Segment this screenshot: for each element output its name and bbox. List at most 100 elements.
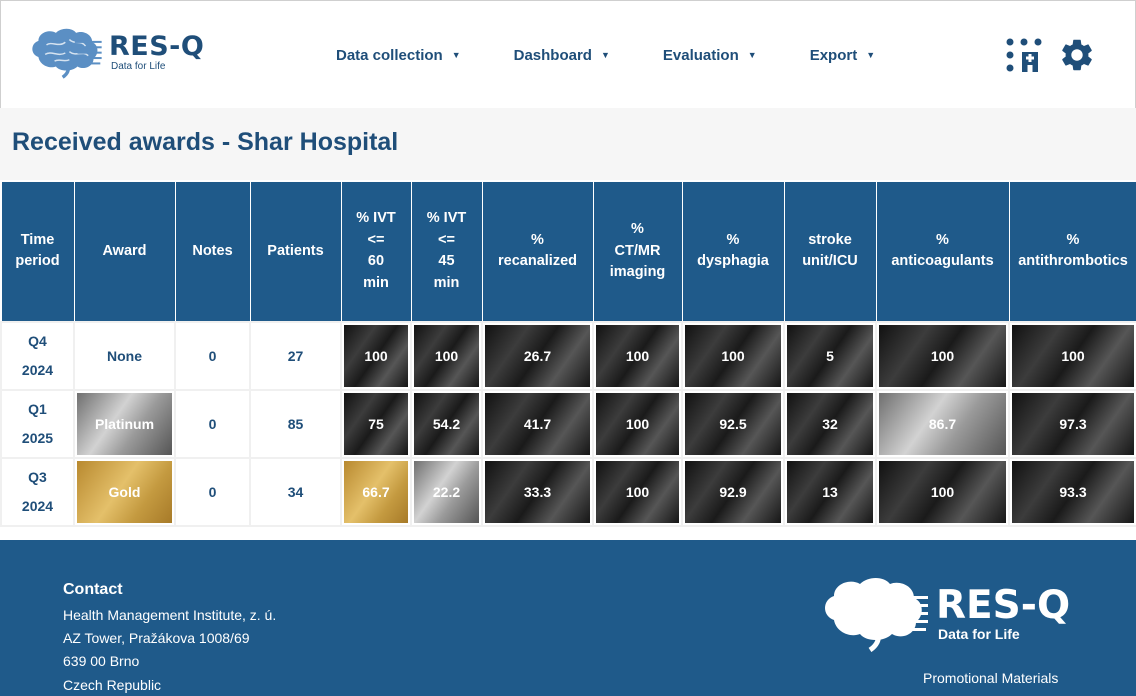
footer-resq-logo[interactable]: RES-Q Data for Life [820, 574, 1080, 654]
metric-value: 97.3 [1012, 392, 1134, 455]
metric-value: 100 [685, 324, 781, 387]
promotional-materials-link[interactable]: Promotional Materials [923, 670, 1059, 686]
cell-time-period: Q3 2024 [0, 456, 75, 527]
contact-line: Health Management Institute, z. ú. [63, 607, 277, 623]
cell-ivt-60: 66.7 [340, 456, 412, 527]
table-row: Q3 2024 Gold 0 34 66.7 22.2 33.3 100 92.9 13 100 93.… [0, 456, 1136, 527]
col-header-ct-mr-imaging[interactable]: % CT/MR imaging [592, 181, 683, 322]
metric-value: 100 [414, 324, 479, 387]
brain-logo-icon [820, 576, 930, 652]
caret-down-icon: ▼ [451, 50, 461, 60]
table-row: Q4 2024 None 0 27 100 100 26.7 100 100 5 100 100 [0, 320, 1136, 391]
col-header-dysphagia[interactable]: % dysphagia [681, 181, 785, 322]
award-badge: Gold [77, 460, 172, 523]
cell-anticoagulants: 86.7 [875, 388, 1010, 459]
col-header-ivt-45[interactable]: % IVT <= 45 min [410, 181, 483, 322]
cell-recanalized: 26.7 [481, 320, 594, 391]
cell-ct-mr-imaging: 100 [592, 320, 683, 391]
cell-stroke-unit: 13 [783, 456, 877, 527]
cell-award: Platinum [73, 388, 176, 459]
gear-icon[interactable] [1058, 36, 1096, 74]
metric-value: 100 [879, 324, 1006, 387]
cell-antithrombotics: 97.3 [1008, 388, 1136, 459]
cell-award: Gold [73, 456, 176, 527]
col-header-antithrombotics[interactable]: % antithrombotics [1008, 181, 1136, 322]
caret-down-icon: ▼ [747, 50, 757, 60]
col-header-recanalized[interactable]: % recanalized [481, 181, 594, 322]
cell-time-period: Q1 2025 [0, 388, 75, 459]
cell-notes: 0 [174, 388, 251, 459]
nav-dashboard[interactable]: Dashboard ▼ [514, 45, 610, 65]
caret-down-icon: ▼ [866, 50, 876, 60]
metric-value: 54.2 [414, 392, 479, 455]
contact-title: Contact [63, 581, 123, 598]
metric-value: 100 [596, 324, 679, 387]
brand-tagline: Data for Life [938, 626, 1020, 642]
top-header: RES-Q Data for Life Data collection ▼ Da… [0, 0, 1136, 108]
metric-value: 32 [787, 392, 873, 455]
title-band [0, 108, 1136, 180]
cell-notes: 0 [174, 320, 251, 391]
contact-line: AZ Tower, Pražákova 1008/69 [63, 630, 250, 646]
cell-ivt-60: 100 [340, 320, 412, 391]
nav-evaluation[interactable]: Evaluation ▼ [663, 45, 757, 65]
nav-label: Evaluation [662, 46, 739, 64]
col-header-time-period[interactable]: Time period [0, 181, 75, 322]
col-header-ivt-60[interactable]: % IVT <= 60 min [340, 181, 412, 322]
hospital-apps-icon[interactable] [1005, 37, 1043, 73]
table-header-row: Time period Award Notes Patients % IVT <= 6… [0, 181, 1136, 322]
metric-value: 100 [879, 460, 1006, 523]
cell-anticoagulants: 100 [875, 456, 1010, 527]
col-header-award[interactable]: Award [73, 181, 176, 322]
award-badge: None [107, 347, 142, 364]
metric-value: 100 [596, 460, 679, 523]
col-header-anticoagulants[interactable]: % anticoagulants [875, 181, 1010, 322]
col-header-notes[interactable]: Notes [174, 181, 251, 322]
cell-dysphagia: 100 [681, 320, 785, 391]
cell-notes: 0 [174, 456, 251, 527]
cell-ct-mr-imaging: 100 [592, 456, 683, 527]
col-header-stroke-unit[interactable]: stroke unit/ICU [783, 181, 877, 322]
metric-value: 92.5 [685, 392, 781, 455]
resq-logo[interactable]: RES-Q Data for Life [29, 25, 209, 81]
cell-antithrombotics: 93.3 [1008, 456, 1136, 527]
metric-value: 100 [596, 392, 679, 455]
brand-name: RES-Q [109, 31, 205, 62]
cell-recanalized: 33.3 [481, 456, 594, 527]
cell-dysphagia: 92.5 [681, 388, 785, 459]
cell-time-period: Q4 2024 [0, 320, 75, 391]
page-title: Received awards - Shar Hospital [12, 128, 399, 156]
nav-export[interactable]: Export ▼ [810, 45, 875, 65]
nav-data-collection[interactable]: Data collection ▼ [336, 45, 461, 65]
brand-tagline: Data for Life [111, 61, 166, 72]
metric-value: 100 [344, 324, 408, 387]
cell-patients: 27 [249, 320, 342, 391]
cell-recanalized: 41.7 [481, 388, 594, 459]
col-header-patients[interactable]: Patients [249, 181, 342, 322]
metric-value: 86.7 [879, 392, 1006, 455]
metric-value: 93.3 [1012, 460, 1134, 523]
cell-antithrombotics: 100 [1008, 320, 1136, 391]
cell-ivt-45: 22.2 [410, 456, 483, 527]
metric-value: 5 [787, 324, 873, 387]
contact-line: Czech Republic [63, 677, 162, 693]
metric-value: 66.7 [344, 460, 408, 523]
cell-anticoagulants: 100 [875, 320, 1010, 391]
metric-value: 33.3 [485, 460, 590, 523]
nav-label: Export [809, 46, 858, 64]
metric-value: 26.7 [485, 324, 590, 387]
cell-ivt-45: 54.2 [410, 388, 483, 459]
cell-patients: 85 [249, 388, 342, 459]
metric-value: 100 [1012, 324, 1134, 387]
nav-label: Dashboard [513, 46, 592, 64]
cell-dysphagia: 92.9 [681, 456, 785, 527]
brain-logo-icon [29, 27, 103, 79]
cell-ct-mr-imaging: 100 [592, 388, 683, 459]
metric-value: 22.2 [414, 460, 479, 523]
metric-value: 75 [344, 392, 408, 455]
metric-value: 41.7 [485, 392, 590, 455]
brand-name: RES-Q [936, 583, 1071, 628]
cell-stroke-unit: 32 [783, 388, 877, 459]
caret-down-icon: ▼ [600, 50, 610, 60]
metric-value: 92.9 [685, 460, 781, 523]
